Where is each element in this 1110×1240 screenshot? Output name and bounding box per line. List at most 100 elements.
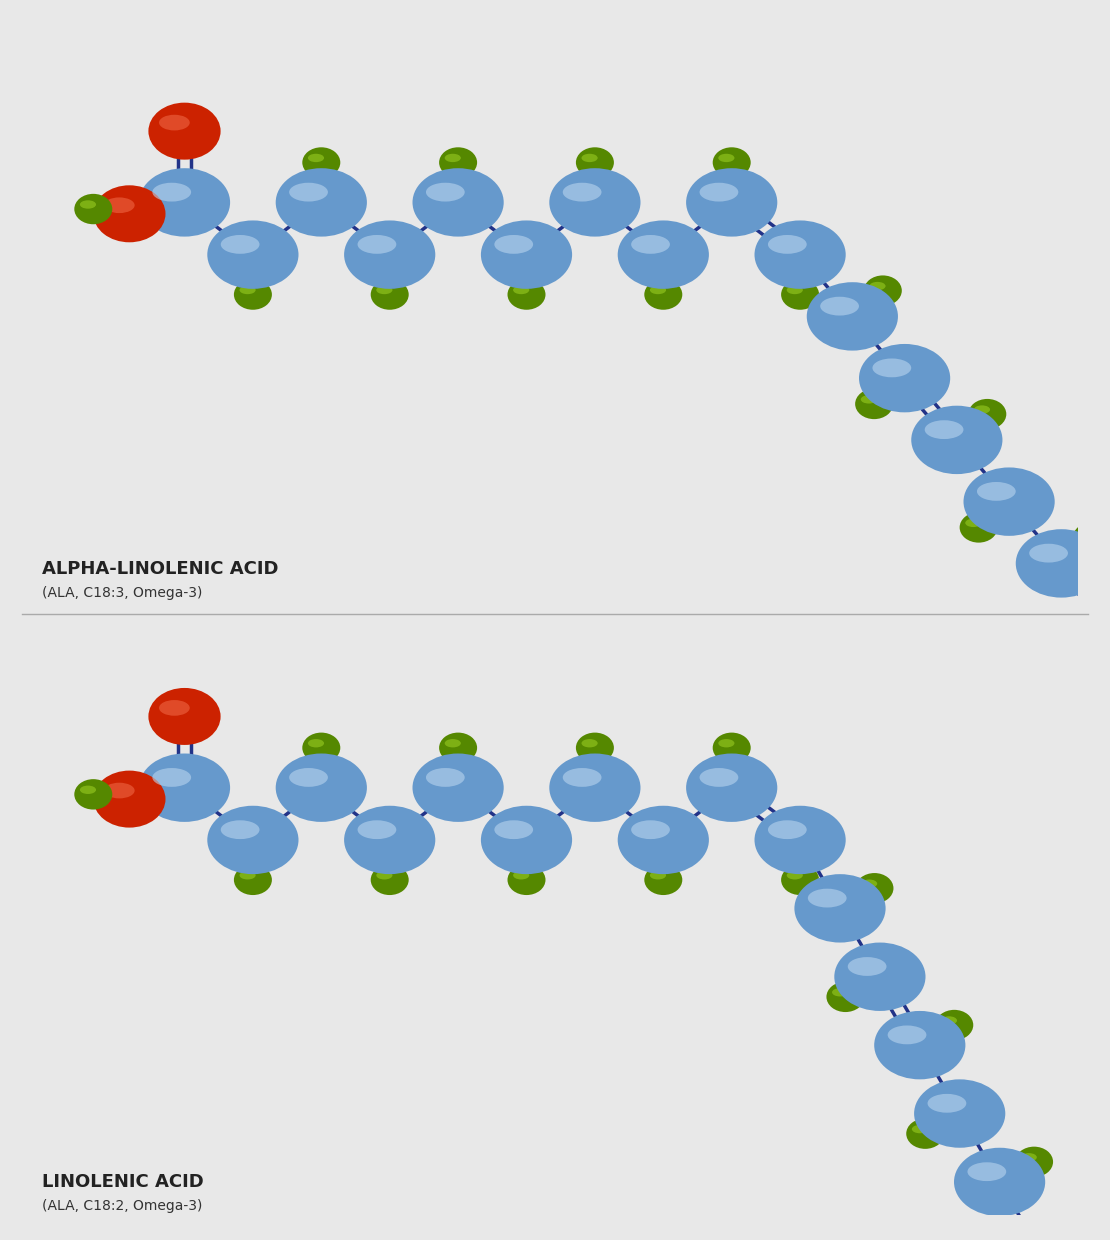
Ellipse shape: [808, 889, 847, 908]
Ellipse shape: [426, 768, 465, 787]
Text: ALPHA-LINOLENIC ACID: ALPHA-LINOLENIC ACID: [42, 559, 279, 578]
Ellipse shape: [152, 768, 191, 787]
Ellipse shape: [928, 1094, 967, 1112]
Ellipse shape: [104, 782, 134, 799]
Ellipse shape: [513, 285, 529, 294]
Ellipse shape: [80, 786, 97, 794]
Ellipse shape: [481, 806, 572, 874]
Ellipse shape: [977, 482, 1016, 501]
Ellipse shape: [576, 733, 614, 763]
Ellipse shape: [617, 221, 709, 289]
Ellipse shape: [875, 1011, 966, 1079]
Ellipse shape: [968, 399, 1007, 429]
Ellipse shape: [617, 806, 709, 874]
Ellipse shape: [968, 1162, 1006, 1180]
Text: (ALA, C18:2, Omega-3): (ALA, C18:2, Omega-3): [42, 1199, 202, 1213]
Ellipse shape: [966, 518, 981, 527]
Ellipse shape: [234, 279, 272, 310]
Ellipse shape: [139, 169, 230, 237]
Ellipse shape: [859, 343, 950, 413]
Ellipse shape: [74, 779, 112, 810]
Ellipse shape: [1064, 636, 1102, 666]
Ellipse shape: [718, 739, 735, 748]
Ellipse shape: [481, 221, 572, 289]
Ellipse shape: [644, 279, 683, 310]
Ellipse shape: [289, 182, 327, 202]
Ellipse shape: [699, 768, 738, 787]
Ellipse shape: [860, 396, 877, 403]
Ellipse shape: [1015, 1147, 1053, 1177]
Ellipse shape: [632, 821, 670, 839]
Ellipse shape: [861, 879, 877, 888]
Ellipse shape: [159, 701, 190, 715]
Ellipse shape: [371, 279, 408, 310]
Ellipse shape: [440, 733, 477, 763]
Ellipse shape: [445, 154, 461, 162]
Ellipse shape: [1070, 642, 1086, 651]
Ellipse shape: [686, 754, 777, 822]
Ellipse shape: [563, 182, 602, 202]
Ellipse shape: [1029, 543, 1068, 563]
Ellipse shape: [888, 1025, 927, 1044]
Ellipse shape: [307, 154, 324, 162]
Ellipse shape: [855, 388, 894, 419]
Ellipse shape: [221, 821, 260, 839]
Ellipse shape: [275, 169, 367, 237]
Ellipse shape: [208, 806, 299, 874]
Ellipse shape: [104, 197, 134, 213]
Ellipse shape: [494, 236, 533, 254]
Ellipse shape: [426, 182, 465, 202]
Ellipse shape: [953, 1148, 1046, 1216]
Ellipse shape: [494, 821, 533, 839]
Ellipse shape: [872, 358, 911, 377]
Ellipse shape: [357, 821, 396, 839]
Ellipse shape: [644, 864, 683, 895]
Ellipse shape: [906, 1118, 945, 1148]
Ellipse shape: [755, 806, 846, 874]
Ellipse shape: [371, 864, 408, 895]
Ellipse shape: [632, 236, 670, 254]
Ellipse shape: [507, 279, 545, 310]
Ellipse shape: [787, 872, 803, 879]
Ellipse shape: [549, 169, 640, 237]
Ellipse shape: [208, 221, 299, 289]
Ellipse shape: [864, 275, 901, 306]
Ellipse shape: [357, 236, 396, 254]
Ellipse shape: [563, 768, 602, 787]
Ellipse shape: [1016, 529, 1107, 598]
Ellipse shape: [582, 739, 597, 748]
Ellipse shape: [344, 221, 435, 289]
Ellipse shape: [713, 148, 750, 177]
Ellipse shape: [413, 754, 504, 822]
Ellipse shape: [1008, 1230, 1046, 1240]
Ellipse shape: [936, 1009, 973, 1040]
Ellipse shape: [755, 221, 846, 289]
Ellipse shape: [149, 688, 221, 745]
Ellipse shape: [960, 512, 998, 543]
Ellipse shape: [80, 201, 97, 208]
Ellipse shape: [440, 148, 477, 177]
Ellipse shape: [781, 864, 819, 895]
Ellipse shape: [413, 169, 504, 237]
Ellipse shape: [93, 770, 165, 827]
Ellipse shape: [911, 1125, 928, 1133]
Ellipse shape: [289, 768, 327, 787]
Ellipse shape: [869, 281, 886, 290]
Ellipse shape: [827, 982, 865, 1012]
Ellipse shape: [221, 236, 260, 254]
Ellipse shape: [820, 296, 859, 315]
Ellipse shape: [576, 148, 614, 177]
Ellipse shape: [699, 182, 738, 202]
Ellipse shape: [240, 285, 255, 294]
Ellipse shape: [1072, 522, 1110, 553]
Ellipse shape: [781, 279, 819, 310]
Ellipse shape: [507, 864, 545, 895]
Text: LINOLENIC ACID: LINOLENIC ACID: [42, 1173, 204, 1192]
Text: (ALA, C18:3, Omega-3): (ALA, C18:3, Omega-3): [42, 585, 202, 599]
Ellipse shape: [445, 739, 461, 748]
Ellipse shape: [718, 154, 735, 162]
Ellipse shape: [582, 154, 597, 162]
Ellipse shape: [302, 148, 341, 177]
Ellipse shape: [275, 754, 367, 822]
Ellipse shape: [152, 182, 191, 202]
